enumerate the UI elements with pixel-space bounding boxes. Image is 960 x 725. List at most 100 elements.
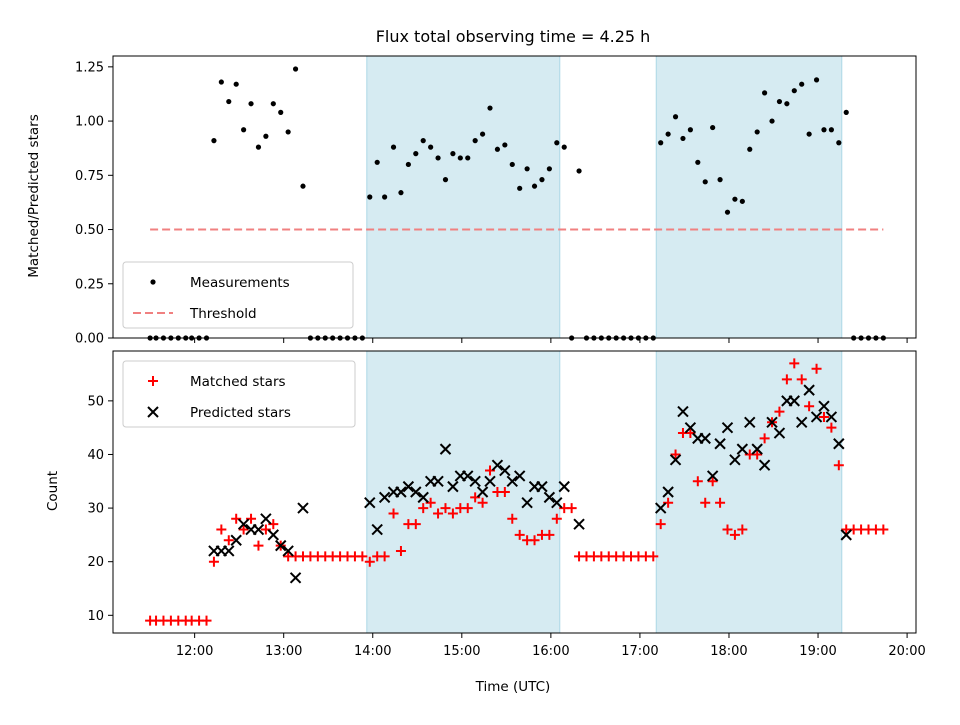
matched-stars-point <box>804 401 815 412</box>
predicted-stars-point <box>410 486 422 498</box>
matched-stars-point <box>737 524 748 535</box>
measurement-point <box>233 81 239 87</box>
measurement-point <box>680 135 686 142</box>
predicted-stars-point <box>506 475 518 487</box>
matched-stars-point <box>433 508 444 519</box>
measurement-point <box>769 118 775 124</box>
x-tick-label: 18:00 <box>710 644 747 659</box>
predicted-stars-point <box>803 384 815 396</box>
matched-stars-point <box>700 497 711 508</box>
matched-stars-point <box>729 529 740 540</box>
measurement-point <box>687 127 693 133</box>
matched-stars-point <box>499 487 510 497</box>
measurement-point <box>270 101 276 107</box>
legend-label: Predicted stars <box>190 405 291 421</box>
matched-stars-point <box>507 513 518 524</box>
matched-stars-point <box>715 497 726 508</box>
predicted-stars-point <box>744 416 756 429</box>
predicted-stars-point <box>417 491 429 504</box>
legend: Matched stars Predicted stars <box>122 360 356 428</box>
measurement-point <box>836 140 842 146</box>
measurement-point <box>285 129 291 135</box>
matched-stars-point <box>826 422 837 433</box>
measurement-point <box>732 196 738 202</box>
predicted-stars-point <box>476 486 489 498</box>
measurement-point <box>241 127 247 133</box>
measurement-point <box>784 101 790 107</box>
predicted-stars-point <box>462 470 474 482</box>
measurement-point <box>428 144 434 150</box>
measurement-point <box>390 144 397 150</box>
measurement-point <box>665 131 671 137</box>
predicted-stars-point <box>810 411 823 423</box>
x-tick-label: 12:00 <box>176 644 213 659</box>
predicted-stars-point <box>573 518 585 530</box>
measurement-point <box>248 101 254 107</box>
predicted-stars-point <box>699 432 711 445</box>
matched-stars-point <box>379 551 390 562</box>
observing-window-1 <box>655 350 843 634</box>
legend-x-icon <box>147 406 159 418</box>
measurement-point <box>494 146 501 152</box>
legend-plus-icon <box>148 376 158 386</box>
matched-stars-point <box>246 513 257 524</box>
y-tick-label: 30 <box>87 502 104 517</box>
predicted-stars-point <box>751 443 763 455</box>
y-tick-label: 1.25 <box>75 60 104 75</box>
x-tick-label: 17:00 <box>621 644 658 659</box>
matched-stars-point <box>796 374 807 385</box>
y-tick-label: 50 <box>87 394 104 409</box>
matched-stars-point <box>774 406 785 417</box>
predicted-stars-point <box>840 529 852 541</box>
measurement-point <box>278 109 284 115</box>
matched-stars-point <box>238 524 249 535</box>
measurement-point <box>813 77 820 83</box>
measurement-point <box>806 131 812 137</box>
measurement-point <box>435 155 441 161</box>
measurement-point <box>672 114 679 120</box>
matched-stars-point <box>566 503 577 514</box>
matched-stars-point <box>789 358 800 369</box>
measurement-point <box>828 127 834 133</box>
matched-stars-point <box>514 529 525 540</box>
matched-stars-point <box>364 556 375 567</box>
matched-stars-point <box>655 519 666 530</box>
matched-stars-point <box>231 513 242 524</box>
measurement-point <box>487 105 493 111</box>
matched-stars-point <box>818 411 829 422</box>
measurement-point <box>509 161 515 168</box>
measurement-point <box>472 138 478 144</box>
x-tick-label: 13:00 <box>265 644 302 659</box>
predicted-stars-point <box>282 545 294 557</box>
predicted-stars-point <box>378 491 391 504</box>
measurement-point <box>717 177 723 183</box>
matched-stars-point <box>781 374 792 385</box>
measurement-point <box>450 151 456 157</box>
matched-stars-point <box>395 545 406 556</box>
measurement-point <box>791 88 797 94</box>
predicted-stars-point <box>469 475 481 487</box>
x-axis-label: Time (UTC) <box>475 679 551 695</box>
predicted-stars-point <box>267 529 280 541</box>
matched-stars-point <box>692 476 703 487</box>
y-tick-label: 20 <box>87 555 104 570</box>
matched-stars-point <box>388 508 399 519</box>
predicted-stars-point <box>252 523 265 536</box>
measurement-point <box>576 168 582 174</box>
measurement-point <box>799 81 805 87</box>
matched-stars-point <box>759 433 770 444</box>
measurement-point <box>465 155 471 161</box>
legend-label: Threshold <box>189 306 257 322</box>
predicted-stars-point <box>788 395 800 407</box>
matched-stars-point <box>410 519 421 530</box>
predicted-stars-point <box>677 405 689 418</box>
matched-stars-point <box>440 503 451 514</box>
top-y-axis-label: Matched/Predicted stars <box>26 114 42 277</box>
predicted-stars-point <box>818 400 830 412</box>
predicted-stars-point <box>654 502 667 514</box>
predicted-stars-point <box>736 443 749 455</box>
axes-frame <box>112 55 917 339</box>
x-tick-label: 15:00 <box>443 644 480 659</box>
